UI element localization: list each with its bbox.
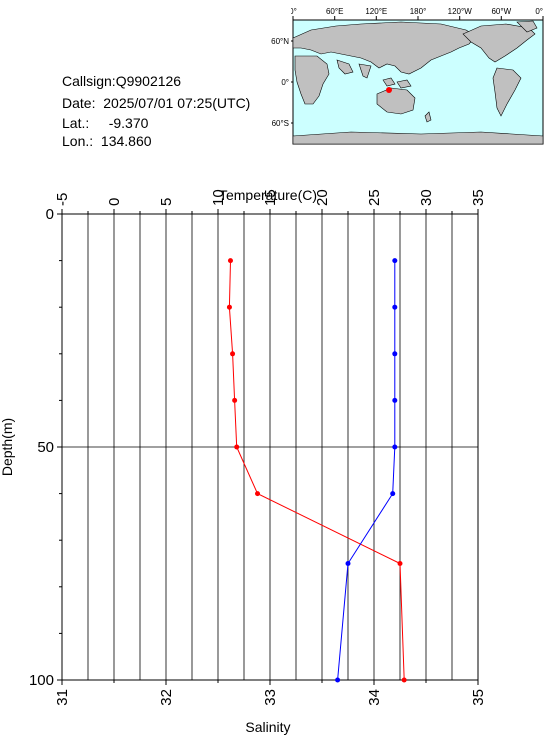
salinity-axis: 31 32 33 34 35 xyxy=(54,680,487,706)
temperature-tick-label: 15 xyxy=(262,189,279,206)
salinity-tick-label: 34 xyxy=(366,689,383,706)
map-lon-label: 0° xyxy=(291,8,297,16)
temperature-tick-label: 0 xyxy=(106,198,123,206)
temperature-point xyxy=(234,444,240,450)
map-lat-label: 60°S xyxy=(272,119,289,128)
salinity-tick-label: 33 xyxy=(262,689,279,706)
temperature-tick-label: 5 xyxy=(158,198,175,206)
temperature-point xyxy=(227,258,233,264)
lat-value: -9.370 xyxy=(108,115,149,131)
lon-value: 134.860 xyxy=(100,133,152,149)
map-lon-label: 180° xyxy=(410,8,427,16)
temperature-point xyxy=(232,397,238,403)
date-label: Date: xyxy=(62,95,96,111)
map-labels: 0° 60°E 120°E 180° 120°W 60°W 0° xyxy=(291,8,543,16)
salinity-point xyxy=(392,444,398,450)
map-ticks xyxy=(291,16,544,124)
callsign-value: Q9902126 xyxy=(115,73,182,89)
temperature-line xyxy=(228,260,405,681)
map-lon-label: 120°E xyxy=(365,8,387,16)
location-map: 0° 60°E 120°E 180° 120°W 60°W 0° xyxy=(291,8,544,145)
date-value: 2025/07/01 07:25(UTC) xyxy=(103,95,251,111)
lat-label: Lat.: xyxy=(62,115,90,131)
profile-series xyxy=(226,258,407,683)
temperature-tick-label: 35 xyxy=(470,189,487,206)
temperature-tick-label: 20 xyxy=(314,189,331,206)
salinity-point xyxy=(335,677,341,683)
temperature-point xyxy=(255,491,261,497)
salinity-tick-label: 35 xyxy=(470,689,487,706)
chart-grid xyxy=(62,214,478,680)
map-land xyxy=(292,20,544,145)
salinity-tick-label: 32 xyxy=(158,689,175,706)
callsign-label: Callsign: xyxy=(62,73,116,89)
salinity-point xyxy=(390,491,396,497)
float-location-marker xyxy=(386,87,392,93)
map-lon-label: 60°W xyxy=(491,8,511,16)
depth-tick-label: 100 xyxy=(29,672,54,689)
temperature-tick-label: 30 xyxy=(418,189,435,206)
temperature-point xyxy=(226,304,232,310)
depth-axis: 0 50 100 xyxy=(29,206,62,689)
map-lon-label: 60°E xyxy=(326,8,343,16)
temperature-tick-label: -5 xyxy=(54,193,71,206)
temperature-axis-label: Temperature(C) xyxy=(219,187,317,203)
temperature-tick-label: 10 xyxy=(210,189,227,206)
temperature-point xyxy=(230,351,236,357)
lon-label: Lon.: xyxy=(62,133,94,149)
depth-axis-label: Depth(m) xyxy=(0,418,15,476)
map-lon-label: 120°W xyxy=(448,8,473,16)
map-lon-label: 0° xyxy=(535,8,543,16)
date-line: Date: 2025/07/01 07:25(UTC) xyxy=(62,95,250,111)
map-lat-labels: 60°N 0° 60°S xyxy=(271,37,289,128)
salinity-point xyxy=(392,258,398,264)
lat-line: Lat.: -9.370 xyxy=(62,115,148,131)
depth-tick-label: 0 xyxy=(46,206,54,223)
temperature-point xyxy=(397,561,403,566)
temperature-tick-label: 25 xyxy=(366,189,383,206)
map-lat-label: 0° xyxy=(281,78,289,87)
salinity-line xyxy=(337,260,396,681)
lon-line: Lon.: 134.860 xyxy=(62,133,152,149)
salinity-axis-label: Salinity xyxy=(245,719,290,735)
map-lat-label: 60°N xyxy=(271,37,289,46)
temperature-axis: -5 0 5 10 15 20 25 30 35 xyxy=(54,189,487,214)
salinity-tick-label: 31 xyxy=(54,689,71,706)
callsign-line: Callsign:Q9902126 xyxy=(62,73,181,89)
depth-tick-label: 50 xyxy=(37,439,54,456)
salinity-point xyxy=(392,351,398,357)
salinity-point xyxy=(345,561,351,566)
temperature-point xyxy=(401,677,407,683)
salinity-point xyxy=(392,304,398,310)
salinity-point xyxy=(392,397,398,403)
